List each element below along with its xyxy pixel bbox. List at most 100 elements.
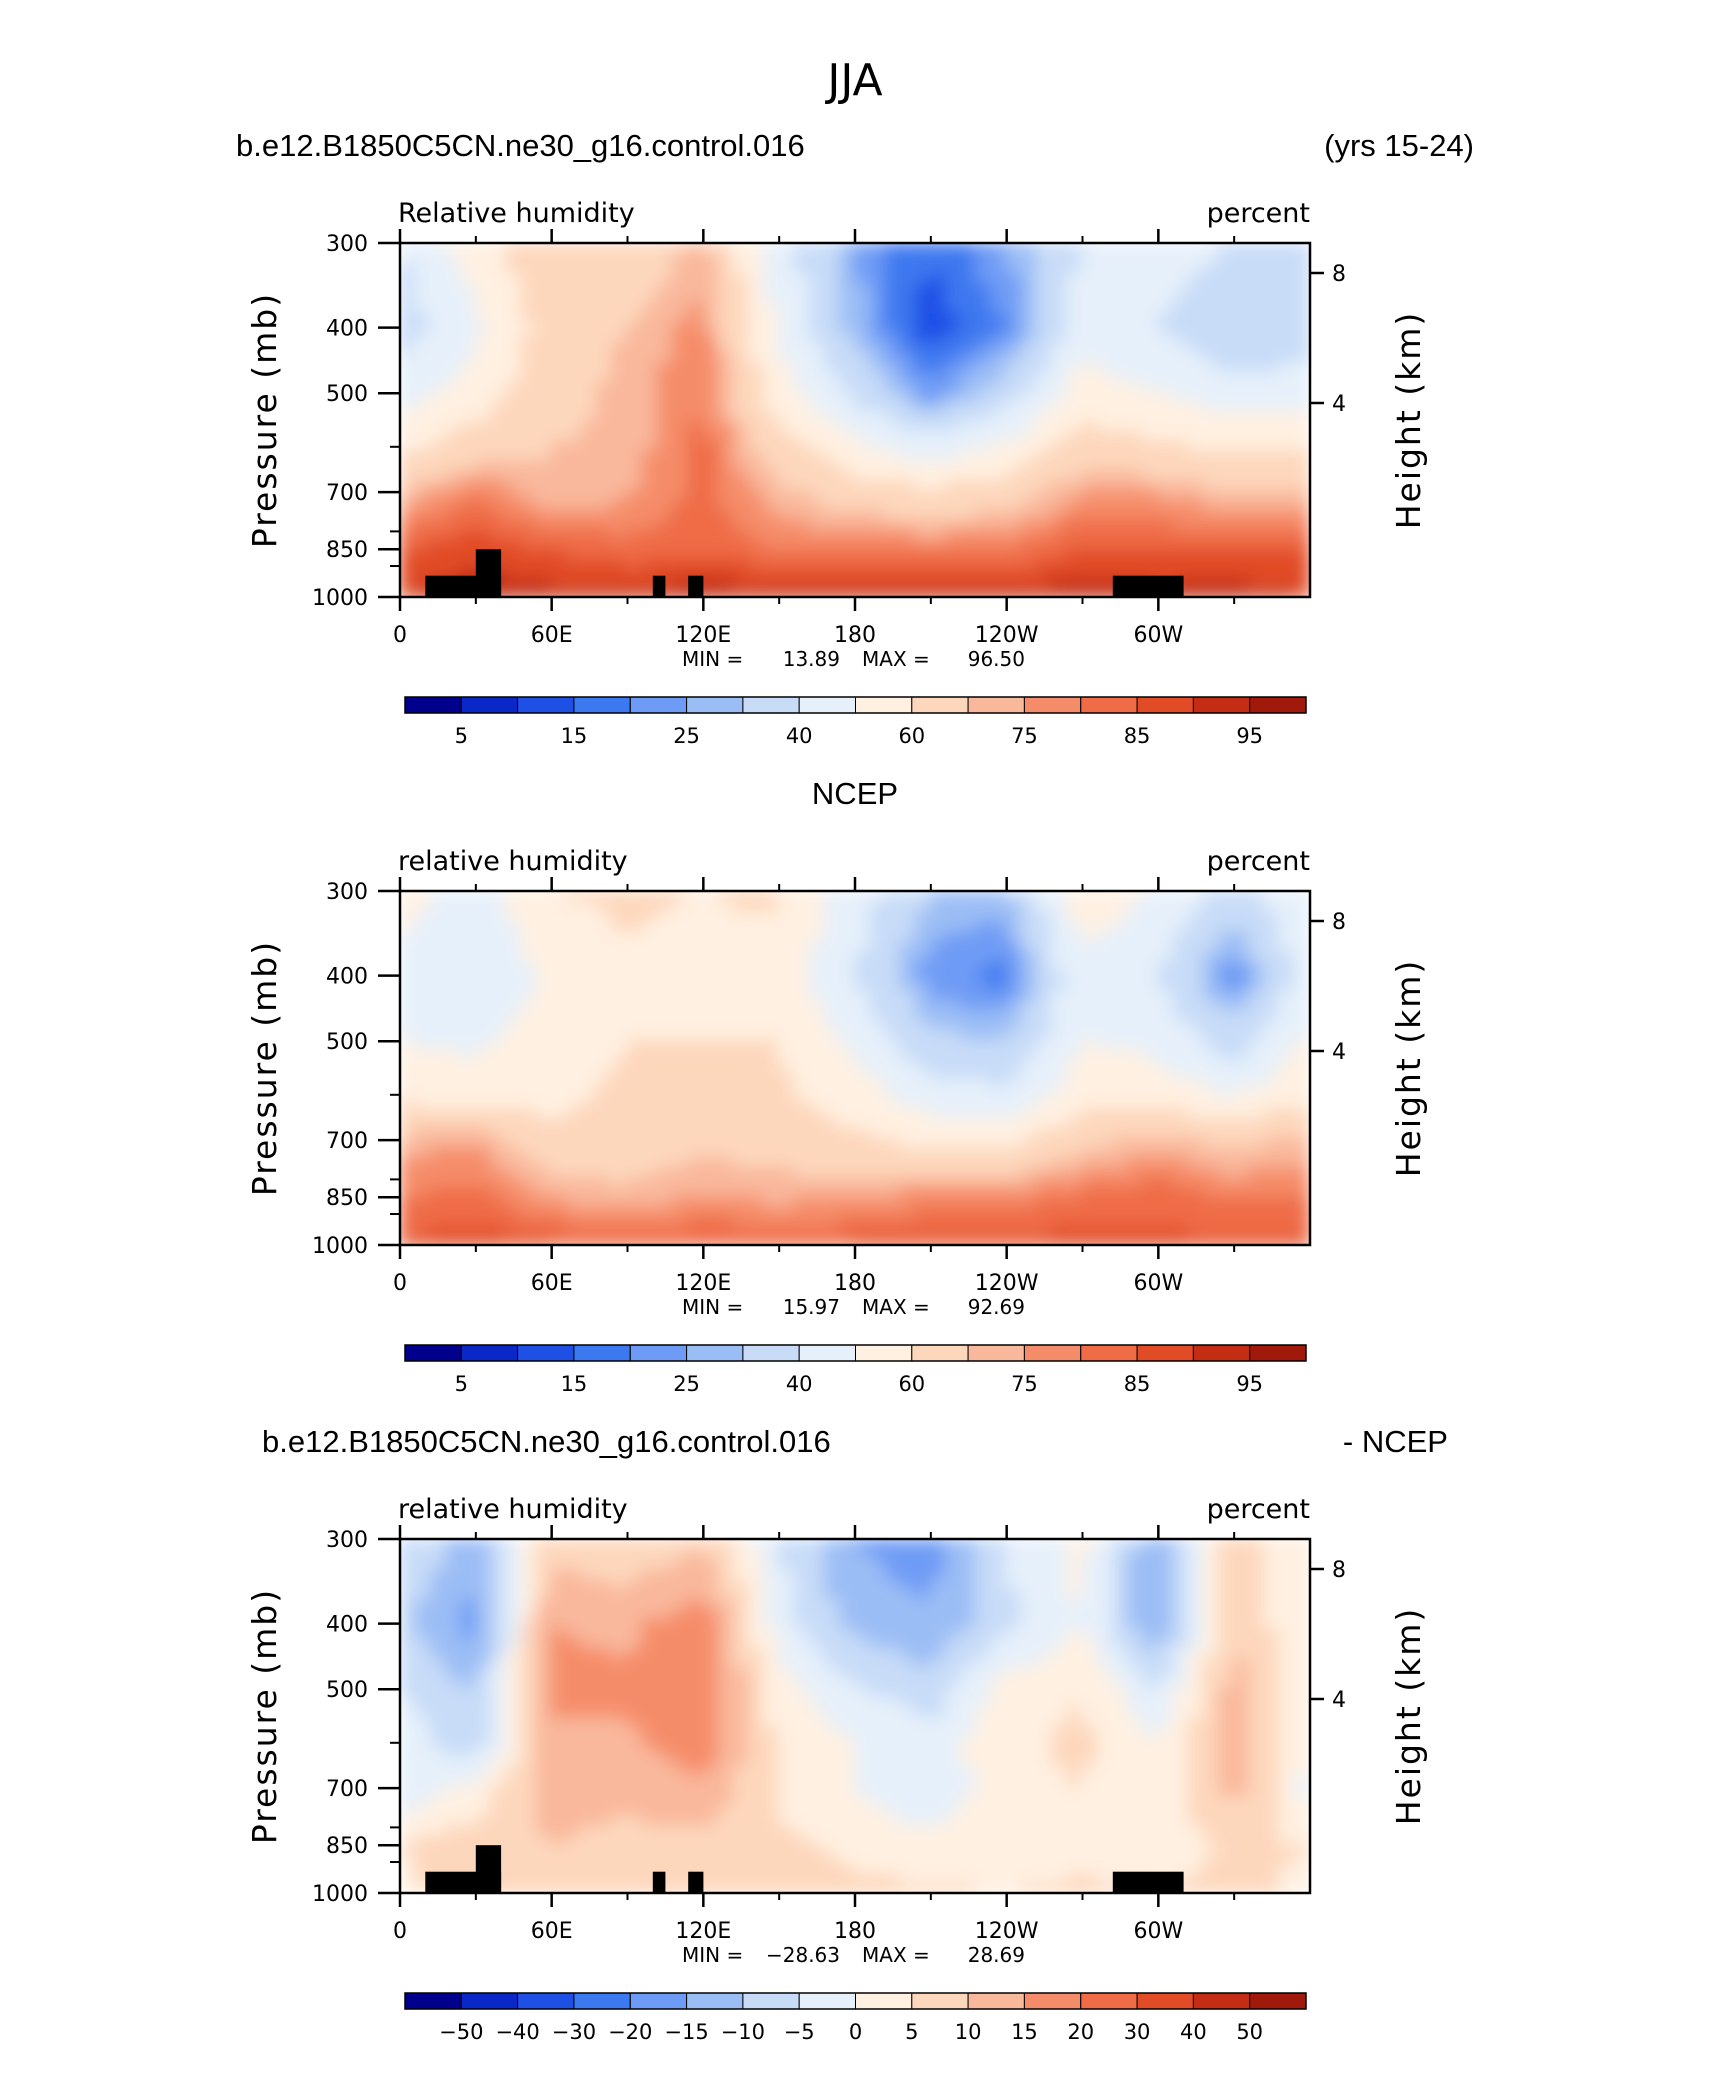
contour-cell: [535, 291, 553, 303]
contour-cell: [884, 1214, 902, 1227]
contour-cell: [1096, 1116, 1114, 1128]
contour-cell: [474, 1027, 492, 1040]
contour-cell: [1293, 968, 1310, 981]
contour-cell: [672, 1126, 690, 1138]
contour-cell: [656, 458, 674, 471]
contour-cell: [1248, 320, 1266, 333]
contour-cell: [747, 1204, 765, 1217]
contour-cell: [823, 958, 841, 971]
contour-cell: [884, 379, 902, 392]
contour-cell: [960, 949, 978, 961]
contour-cell: [960, 330, 978, 343]
contour-cell: [1066, 448, 1084, 461]
contour-cell: [656, 1852, 674, 1865]
contour-cell: [429, 1037, 447, 1050]
contour-cell: [505, 1008, 523, 1020]
contour-cell: [717, 586, 735, 597]
contour-cell: [884, 487, 902, 500]
contour-cell: [1127, 340, 1145, 353]
contour-cell: [505, 261, 523, 274]
contour-cell: [778, 517, 796, 530]
contour-cell: [1096, 1185, 1114, 1197]
contour-cell: [975, 458, 993, 471]
contour-cell: [414, 586, 432, 597]
contour-cell: [596, 1096, 614, 1109]
contour-cell: [945, 1842, 963, 1855]
contour-cell: [975, 409, 993, 421]
contour-cell: [732, 1175, 750, 1187]
contour-cell: [641, 1116, 659, 1128]
contour-cell: [960, 251, 978, 264]
contour-cell: [1066, 438, 1084, 451]
contour-cell: [960, 556, 978, 569]
contour-cell: [1172, 320, 1190, 333]
contour-cell: [611, 1096, 629, 1109]
contour-cell: [960, 1135, 978, 1148]
contour-cell: [1202, 1017, 1220, 1030]
contour-cell: [429, 310, 447, 323]
contour-cell: [429, 1135, 447, 1148]
contour-cell: [763, 1155, 781, 1168]
contour-cell: [611, 1116, 629, 1128]
contour-cell: [763, 1106, 781, 1119]
contour-cell: [459, 497, 477, 510]
contour-cell: [1278, 1852, 1296, 1865]
contour-cell: [581, 1145, 599, 1158]
contour-cell: [505, 1076, 523, 1089]
contour-cell: [1142, 261, 1160, 274]
contour-cell: [823, 517, 841, 530]
contour-cell: [1157, 1234, 1175, 1245]
contour-cell: [778, 448, 796, 461]
contour-cell: [899, 251, 917, 264]
contour-cell: [1263, 320, 1281, 333]
contour-cell: [869, 320, 887, 333]
contour-cell: [960, 576, 978, 589]
contour-cell: [581, 988, 599, 1001]
contour-cell: [1187, 949, 1205, 961]
contour-cell: [459, 507, 477, 520]
contour-cell: [1278, 576, 1296, 589]
contour-cell: [808, 1224, 826, 1237]
contour-cell: [672, 448, 690, 461]
contour-cell: [747, 507, 765, 520]
contour-cell: [960, 998, 978, 1010]
contour-cell: [778, 546, 796, 559]
contour-cell: [1036, 1813, 1054, 1826]
contour-cell: [596, 1882, 614, 1893]
contour-cell: [990, 929, 1008, 942]
colorbar-box: [629, 696, 688, 714]
contour-cell: [520, 1057, 538, 1069]
contour-cell: [474, 1047, 492, 1060]
contour-cell: [459, 517, 477, 530]
contour-cell: [960, 968, 978, 981]
contour-cell: [490, 1194, 508, 1207]
contour-cell: [763, 939, 781, 951]
contour-cell: [550, 1096, 568, 1109]
contour-cell: [626, 261, 644, 274]
contour-cell: [899, 1214, 917, 1227]
contour-cell: [414, 438, 432, 451]
contour-cell: [1248, 899, 1266, 912]
contour-cell: [960, 379, 978, 392]
contour-cell: [990, 487, 1008, 500]
contour-cell: [945, 1096, 963, 1109]
contour-cell: [793, 350, 811, 362]
contour-cell: [884, 330, 902, 343]
contour-cell: [1187, 320, 1205, 333]
colorbar-box: [404, 696, 462, 714]
contour-cell: [505, 1234, 523, 1245]
contour-cell: [520, 537, 538, 549]
contour-cell: [641, 1194, 659, 1207]
contour-cell: [1020, 1882, 1038, 1893]
contour-cell: [596, 1852, 614, 1865]
contour-cell: [611, 261, 629, 274]
contour-cell: [1096, 497, 1114, 510]
contour-cell: [474, 1185, 492, 1197]
contour-cell: [1202, 1027, 1220, 1040]
contour-cell: [899, 320, 917, 333]
contour-cell: [778, 1096, 796, 1109]
contour-cell: [1202, 1076, 1220, 1089]
contour-cell: [505, 1116, 523, 1128]
contour-cell: [641, 1165, 659, 1178]
